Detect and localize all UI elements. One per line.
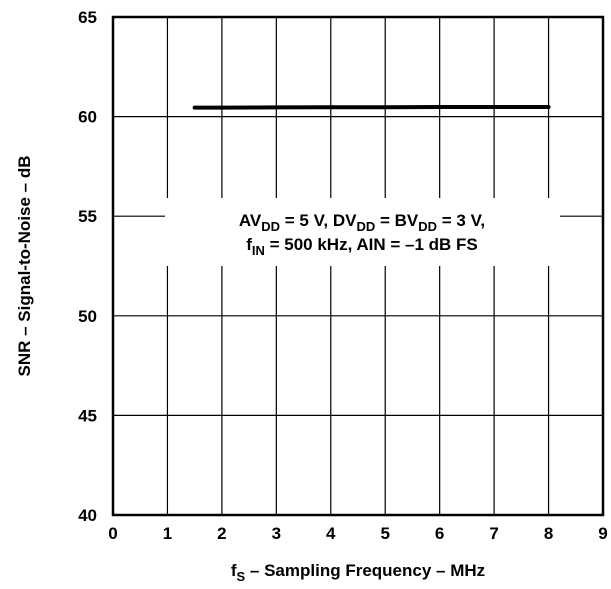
y-tick-label: 45 (78, 406, 97, 425)
x-tick-label: 1 (163, 524, 172, 543)
annotation-line-1: AVDD = 5 V, DVDD = BVDD = 3 V, (239, 211, 485, 234)
x-tick-label: 4 (326, 524, 336, 543)
y-tick-label: 40 (78, 506, 97, 525)
x-axis-title-subscript: S (237, 569, 246, 584)
annotation-line-2: fIN = 500 kHz, AIN = –1 dB FS (246, 235, 478, 258)
annotation-text: = 500 kHz, AIN = –1 dB FS (265, 235, 478, 254)
series-group (192, 105, 551, 110)
x-tick-label: 8 (544, 524, 553, 543)
x-tick-labels: 0 1 2 3 4 5 6 7 8 9 (108, 524, 607, 543)
annotation-text: f (246, 235, 252, 254)
subscript-text: DD (418, 219, 437, 234)
x-tick-label: 6 (435, 524, 444, 543)
x-tick-label: 5 (380, 524, 389, 543)
annotation-text: = 3 V, (437, 211, 485, 230)
x-axis-title-main: f (231, 561, 237, 580)
x-tick-label: 3 (272, 524, 281, 543)
subscript-text: DD (261, 219, 280, 234)
annotation-text: AV (239, 211, 262, 230)
x-tick-label: 9 (598, 524, 607, 543)
subscript-text: IN (252, 243, 265, 258)
annotation-text: = 5 V, DV (280, 211, 357, 230)
y-tick-label: 50 (78, 307, 97, 326)
y-tick-label: 55 (78, 207, 97, 226)
annotation-text: = BV (375, 211, 419, 230)
x-tick-label: 2 (217, 524, 226, 543)
y-axis-title: SNR – Signal-to-Noise – dB (15, 155, 34, 376)
plot-frame (111, 15, 605, 517)
x-axis-title: fS – Sampling Frequency – MHz (231, 561, 485, 584)
y-tick-labels: 40 45 50 55 60 65 (78, 8, 97, 525)
snr-series-line (192, 105, 551, 110)
subscript-text: DD (356, 219, 375, 234)
y-tick-label: 60 (78, 108, 97, 127)
annotation-background (165, 198, 560, 266)
x-tick-label: 7 (489, 524, 498, 543)
x-axis-title-rest: – Sampling Frequency – MHz (245, 561, 485, 580)
x-tick-label: 0 (108, 524, 117, 543)
y-tick-label: 65 (78, 8, 97, 27)
